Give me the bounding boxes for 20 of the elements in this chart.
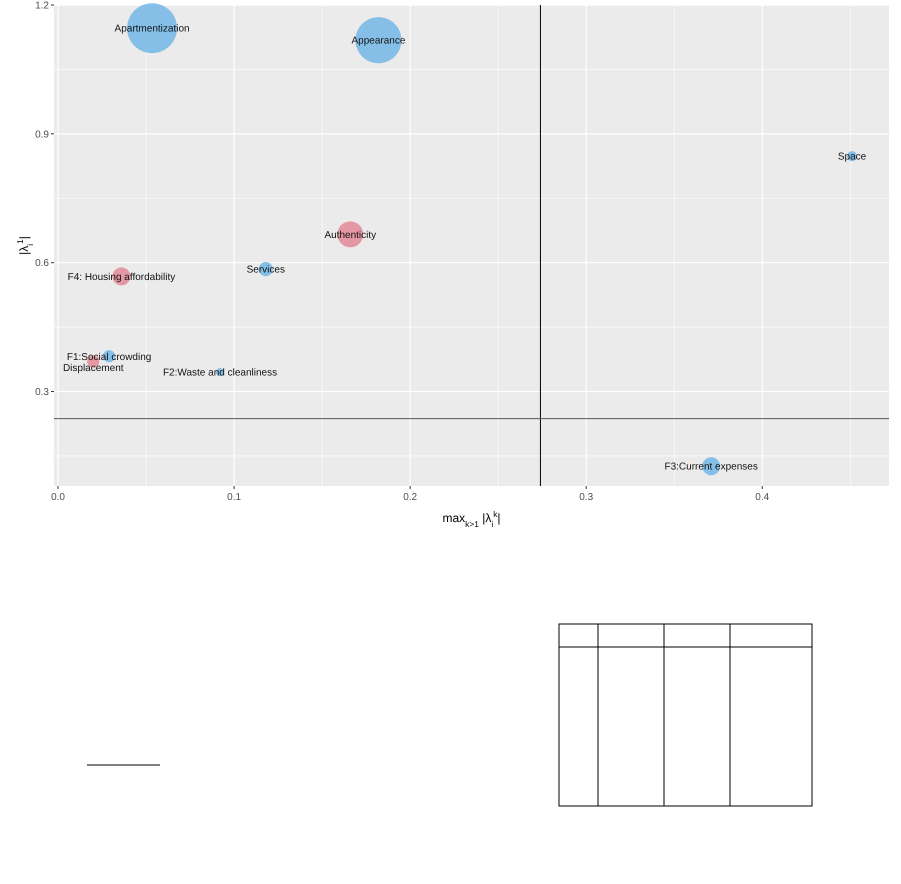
x-tick-label: 0.4 xyxy=(755,492,770,503)
x-tick-label: 0.3 xyxy=(579,492,594,503)
annotation: Apartmentization xyxy=(114,24,190,35)
annotation: F2:Waste and cleanliness xyxy=(162,368,278,379)
x-axis-title: max$_{k>1}$ |λ$_{i}$$^{k}$| xyxy=(442,509,501,529)
x-tick-label: 0.2 xyxy=(403,492,418,503)
annotation: Space xyxy=(838,152,867,163)
annotation: F1:Social crowding xyxy=(66,352,152,363)
y-tick-label: 0.9 xyxy=(35,129,50,140)
annotation: Authenticity xyxy=(324,230,376,241)
annotation: F4: Housing affordability xyxy=(68,272,176,283)
x-tick-label: 0.1 xyxy=(227,492,242,503)
annotation: F3:Current expenses xyxy=(664,462,758,473)
annotation: Services xyxy=(246,264,285,276)
y-tick-label: 0.3 xyxy=(35,387,50,398)
y-tick-label: 0.6 xyxy=(35,258,50,270)
annotation: Appearance xyxy=(351,36,406,47)
y-tick-label: 1.2 xyxy=(35,0,50,12)
x-tick-label: 0.0 xyxy=(51,492,66,503)
annotation: Displacement xyxy=(62,362,124,374)
